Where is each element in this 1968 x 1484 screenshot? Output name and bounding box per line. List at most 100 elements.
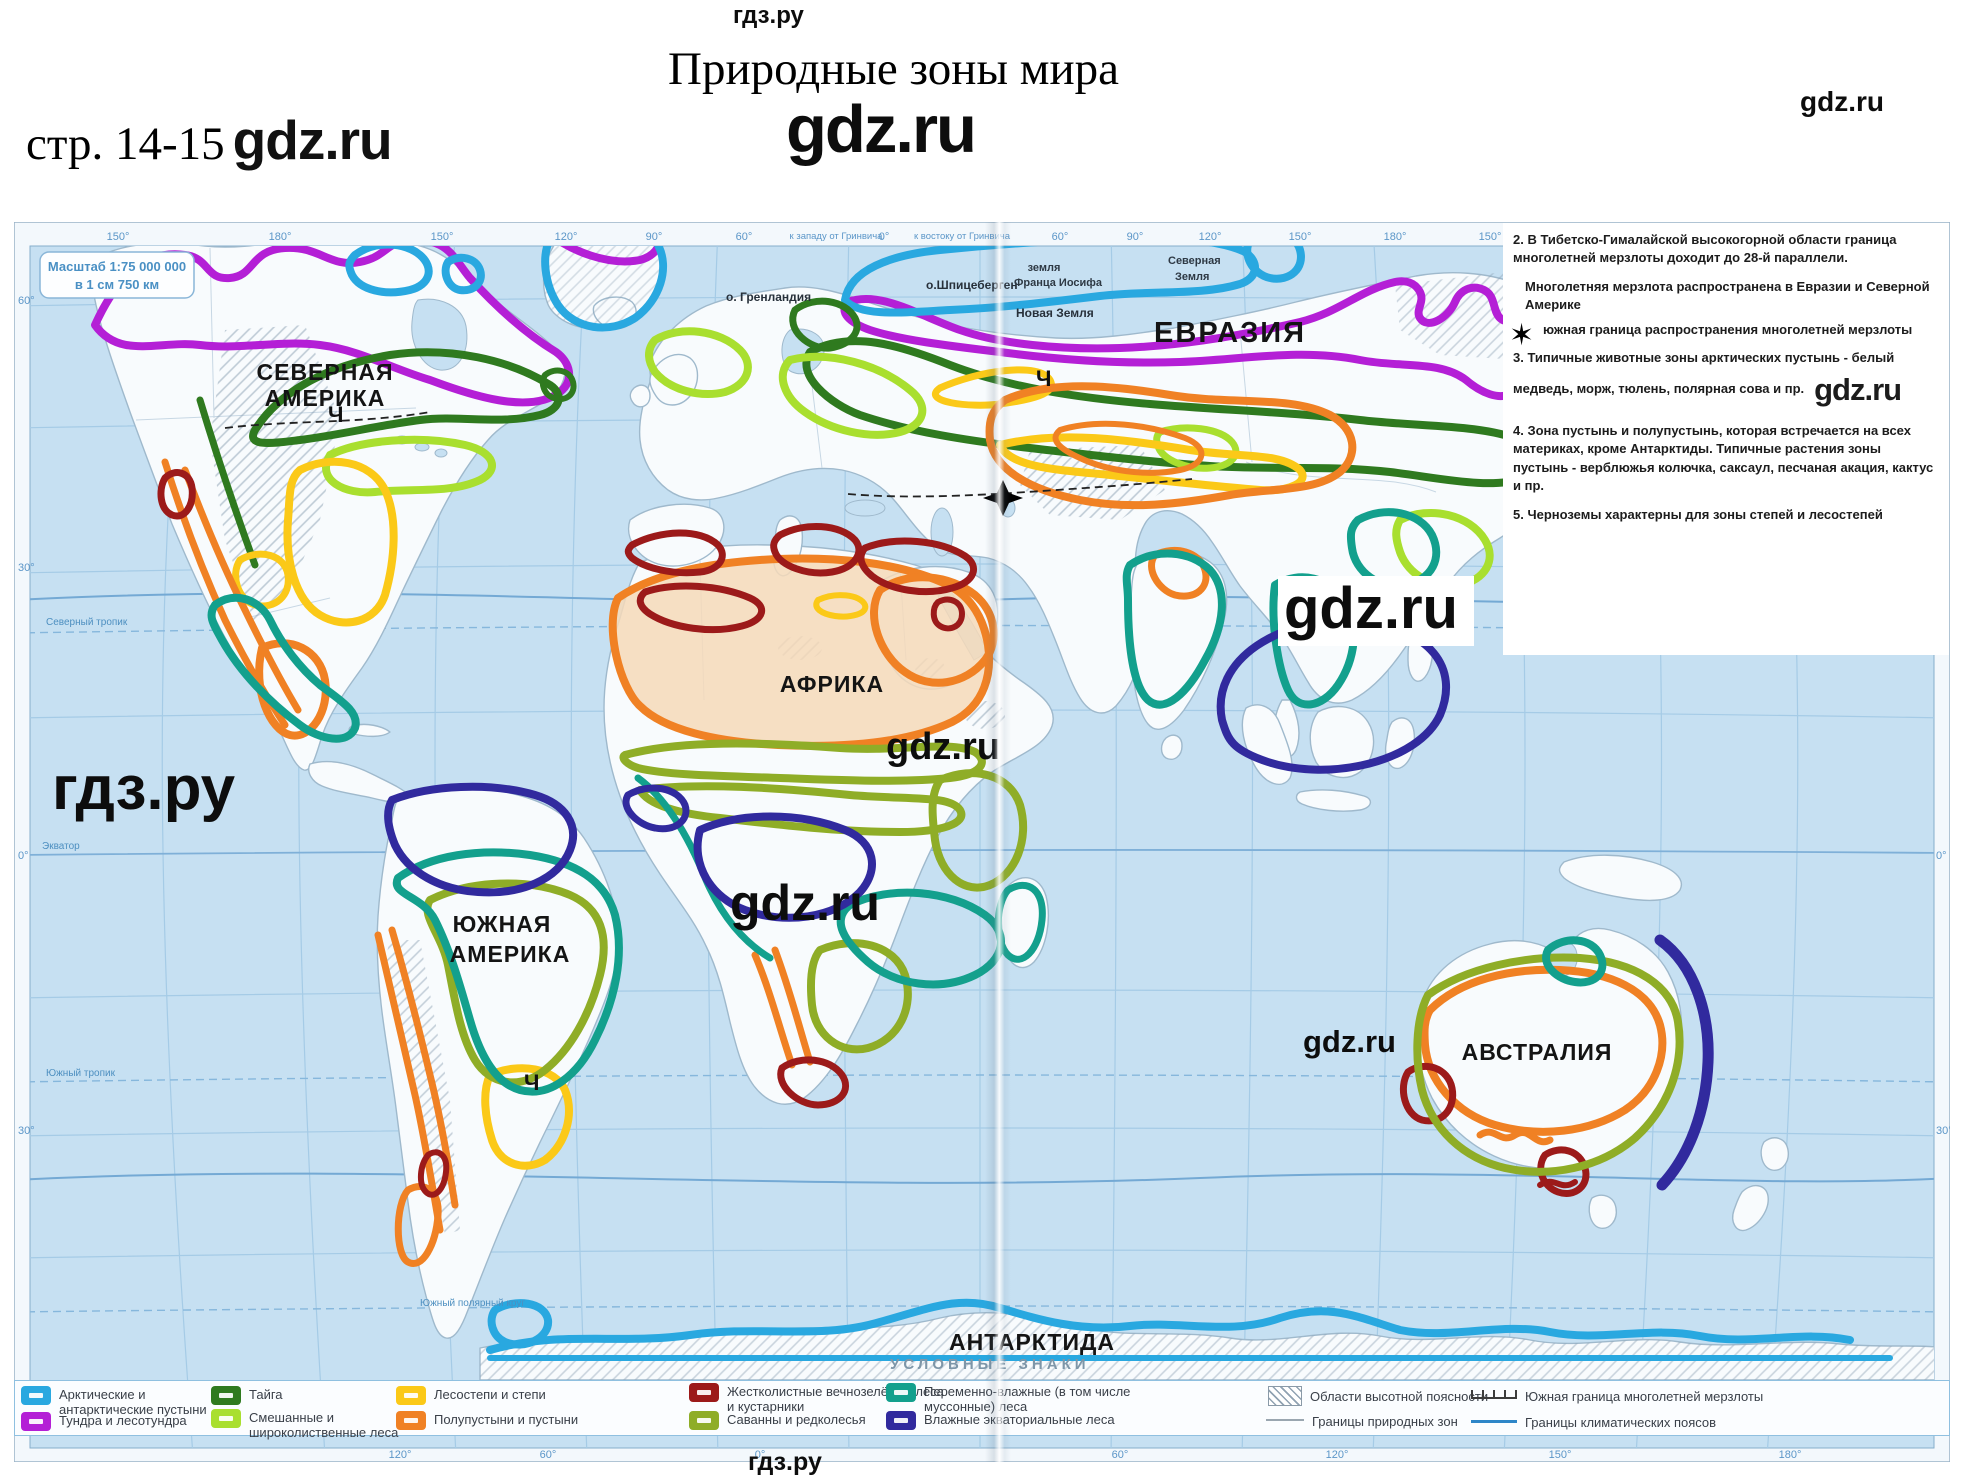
site-brand-top: гдз.ру: [733, 2, 804, 29]
deg-top-4: 90°: [646, 231, 663, 243]
deg-left-3: 30°: [18, 1125, 35, 1137]
legend-item-permafrost-border: Южная граница многолетней мерзлоты: [1471, 1387, 1845, 1405]
label-north-tropic: Северный тропик: [46, 617, 128, 628]
deg-top-10: 180°: [1384, 231, 1407, 243]
label-north-america-2: АМЕРИКА: [265, 385, 386, 411]
label-south-tropic: Южный тропик: [46, 1068, 116, 1079]
chernozem-mark-na: Ч: [328, 402, 343, 427]
deg-right-0: 0°: [1936, 850, 1947, 862]
note-2: 2. В Тибетско-Гималайской высокогорной о…: [1513, 232, 1897, 266]
map-labels: ЕВРАЗИЯ СЕВЕРНАЯ АМЕРИКА АФРИКА ЮЖНАЯ АМ…: [42, 255, 1613, 1355]
zone-desert-outlines: [161, 382, 1667, 1267]
note-2-symbol-row: ✶ южная граница распространения многолет…: [1509, 319, 1939, 352]
zone-forest-steppe-outlines: [232, 366, 1307, 1170]
label-australia: АВСТРАЛИЯ: [1462, 1039, 1613, 1065]
label-south-polar-circle: Южный полярный круг: [420, 1298, 525, 1309]
label-south-america-2: АМЕРИКА: [450, 941, 571, 967]
legend-label: Границы климатических поясов: [1525, 1415, 1717, 1430]
label-antarctica: АНТАРКТИДА: [949, 1329, 1115, 1355]
swatch-equatorial: [886, 1411, 916, 1430]
legend-label: Полупустыни и пустыни: [434, 1412, 579, 1427]
greenwich-zero-label: 0°: [879, 231, 890, 243]
hatch-symbol: [1268, 1386, 1302, 1406]
chernozem-mark-sa: Ч: [524, 1070, 539, 1095]
legend-item-forest-steppe: Лесостепи и степи: [396, 1386, 634, 1405]
watermark-top-right: gdz.ru: [1800, 86, 1884, 117]
deg-left-2: 0°: [18, 850, 29, 862]
legend-item-equatorial: Влажные экваториальные леса: [886, 1411, 1154, 1430]
watermark-bottom-right: gdz.ru: [1303, 1024, 1396, 1059]
note-4: 4. Зона пустынь и полупустынь, которая в…: [1513, 422, 1934, 494]
swatch-monsoon: [886, 1383, 916, 1402]
legend-label: Саванны и редколесья: [727, 1412, 866, 1427]
legend-label: Смешанные и широколиственные леса: [249, 1410, 399, 1440]
scale-line1: Масштаб 1:75 000 000: [48, 259, 186, 274]
legend: Арктические и антарктические пустыни Тун…: [14, 1380, 1950, 1439]
watermark-pageref: gdz.ru: [232, 109, 393, 171]
legend-item-savanna: Саванны и редколесья: [689, 1411, 952, 1430]
deg-bot-1: 60°: [540, 1449, 557, 1461]
legend-label: Границы природных зон: [1312, 1414, 1458, 1429]
deg-top-7: 90°: [1127, 231, 1144, 243]
blue-line-symbol: [1471, 1420, 1517, 1423]
swatch-savanna: [689, 1411, 719, 1430]
label-eurasia: ЕВРАЗИЯ: [1154, 317, 1306, 349]
note-2-permafrost: Многолетняя мерзлота распространена в Ев…: [1525, 278, 1930, 313]
deg-top-3: 120°: [555, 231, 578, 243]
page-title: Природные зоны мира: [668, 43, 1120, 95]
deg-bot-2: 0°: [755, 1449, 766, 1461]
legend-item-tundra: Тундра и лесотундра: [21, 1412, 239, 1431]
label-franz-josef-1: земля: [1028, 262, 1061, 274]
legend-label: Лесостепи и степи: [434, 1387, 546, 1402]
legend-item-desert: Полупустыни и пустыни: [396, 1411, 634, 1430]
legend-label: Арктические и антарктические пустыни: [59, 1387, 207, 1417]
chernozem-mark-eurasia: Ч: [1036, 366, 1051, 391]
legend-item-climate-borders: Границы климатических поясов: [1471, 1412, 1845, 1431]
legend-item-monsoon: Переменно-влажные (в том числе муссонные…: [886, 1383, 1134, 1414]
deg-top-8: 120°: [1199, 231, 1222, 243]
swatch-mixed-forest: [211, 1409, 241, 1428]
watermark-right-mid: gdz.ru: [1278, 576, 1474, 646]
label-novaya-zemlya: Новая Земля: [1016, 306, 1094, 320]
site-brand-bottom: гдз.ру: [748, 1448, 822, 1476]
swatch-hardleaf: [689, 1383, 719, 1402]
label-greenland: о. Гренландия: [726, 290, 811, 304]
watermark-africa: gdz.ru: [886, 726, 1000, 768]
label-franz-josef-2: Франца Иосифа: [1014, 277, 1103, 289]
legend-label: Переменно-влажные (в том числе муссонные…: [924, 1384, 1131, 1414]
page-number-label: стр. 14-15: [26, 118, 225, 170]
swatch-arctic-desert: [21, 1386, 51, 1405]
deg-top-11: 150°: [1479, 231, 1502, 243]
note-2-symbol-text: южная граница распространения многолетне…: [1543, 321, 1913, 337]
greenwich-west-label: к западу от Гринвича: [790, 231, 884, 242]
deg-bot-6: 180°: [1779, 1449, 1802, 1461]
label-severnaya-2: Земля: [1175, 271, 1209, 283]
deg-top-0: 150°: [107, 231, 130, 243]
permafrost-boundary-lines: [224, 411, 1193, 498]
greenwich-east-label: к востоку от Гринвича: [914, 231, 1011, 242]
legend-label: Тундра и лесотундра: [59, 1413, 187, 1428]
frame-degree-labels: 150° 180° 150° 120° 90° 60° к западу от …: [18, 231, 1953, 1461]
deg-bot-3: 60°: [1112, 1449, 1129, 1461]
legend-label: Области высотной поясности: [1310, 1389, 1489, 1404]
label-south-america-1: ЮЖНАЯ: [453, 911, 552, 937]
note-3-text: 3. Типичные животные зоны арктических пу…: [1513, 350, 1895, 396]
scale-line2: в 1 см 750 км: [75, 277, 159, 292]
legend-heading: УСЛОВНЫЕ ЗНАКИ: [890, 1356, 1090, 1373]
deg-top-2: 150°: [431, 231, 454, 243]
deg-top-9: 150°: [1289, 231, 1312, 243]
scale-box: Масштаб 1:75 000 000 в 1 см 750 км: [39, 251, 195, 299]
zone-hardleaf-forest-outlines: [157, 469, 1590, 1198]
watermark-left-mid: гдз.ру: [52, 754, 236, 823]
deg-top-6: 60°: [1052, 231, 1069, 243]
deg-right-1: 30°: [1936, 1125, 1950, 1137]
deg-top-5: 60°: [736, 231, 753, 243]
permafrost-star-icon: ✶: [1509, 318, 1535, 352]
legend-item-taiga: Тайга: [211, 1386, 389, 1405]
watermark-south-ocean: gdz.ru: [730, 875, 880, 931]
label-north-america-1: СЕВЕРНАЯ: [257, 359, 394, 385]
deg-bot-5: 150°: [1549, 1449, 1572, 1461]
swatch-tundra: [21, 1412, 51, 1431]
deg-left-1: 30°: [18, 562, 35, 574]
